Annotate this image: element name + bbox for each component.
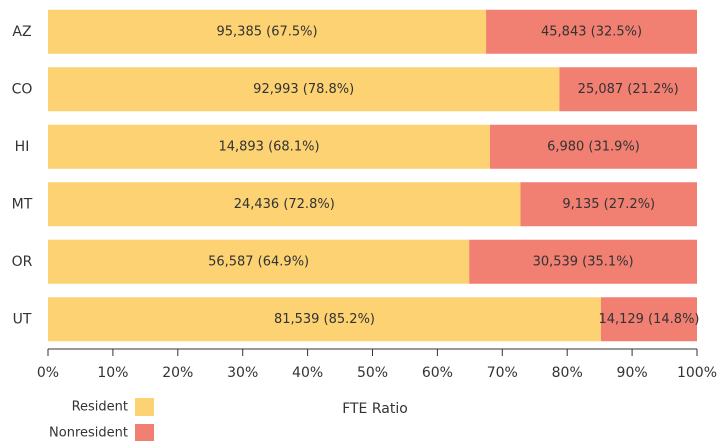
data-label: 92,993 (78.8%) <box>253 82 354 97</box>
data-label: 56,587 (64.9%) <box>208 254 309 269</box>
bar-segment <box>600 297 697 342</box>
data-label: 45,843 (32.5%) <box>541 24 642 39</box>
bar-segment <box>559 67 697 112</box>
x-tick-label: 80% <box>552 365 583 381</box>
bar-segment <box>469 239 697 284</box>
bar-segment <box>48 297 601 342</box>
data-label: 95,385 (67.5%) <box>217 24 318 39</box>
bar-segment <box>48 182 521 227</box>
bar-segment <box>486 9 697 54</box>
bar-segment <box>520 182 697 227</box>
x-tick-label: 90% <box>617 365 648 381</box>
legend-label: Resident <box>72 400 128 415</box>
x-tick-label: 10% <box>97 365 128 381</box>
y-tick-label: OR <box>12 254 33 270</box>
x-tick-label: 20% <box>162 365 193 381</box>
legend-swatch <box>135 424 154 442</box>
data-label: 6,980 (31.9%) <box>547 139 640 154</box>
data-label: 9,135 (27.2%) <box>562 197 655 212</box>
y-tick-label: UT <box>13 311 32 327</box>
x-tick-label: 40% <box>292 365 323 381</box>
y-tick-label: HI <box>15 139 30 155</box>
data-label: 24,436 (72.8%) <box>234 197 335 212</box>
y-tick-label: AZ <box>12 24 31 40</box>
x-tick-label: 30% <box>227 365 258 381</box>
legend-swatch <box>135 398 154 416</box>
y-tick-label: CO <box>12 81 33 97</box>
x-tick-label: 70% <box>487 365 518 381</box>
data-label: 30,539 (35.1%) <box>533 254 634 269</box>
data-label: 25,087 (21.2%) <box>578 82 679 97</box>
x-tick-label: 100% <box>677 365 717 381</box>
x-tick-label: 50% <box>357 365 388 381</box>
bar-segment <box>48 67 560 112</box>
data-label: 14,893 (68.1%) <box>218 139 319 154</box>
y-tick-label: MT <box>12 196 33 212</box>
bar-segment <box>48 9 487 54</box>
data-label: 14,129 (14.8%) <box>598 312 699 327</box>
bar-segment <box>48 239 470 284</box>
x-axis-label: FTE Ratio <box>342 401 408 417</box>
bar-segment <box>48 124 490 169</box>
x-tick-label: 60% <box>422 365 453 381</box>
bar-segment <box>489 124 697 169</box>
data-label: 81,539 (85.2%) <box>274 312 375 327</box>
x-tick-label: 0% <box>37 365 59 381</box>
legend-label: Nonresident <box>49 426 128 441</box>
